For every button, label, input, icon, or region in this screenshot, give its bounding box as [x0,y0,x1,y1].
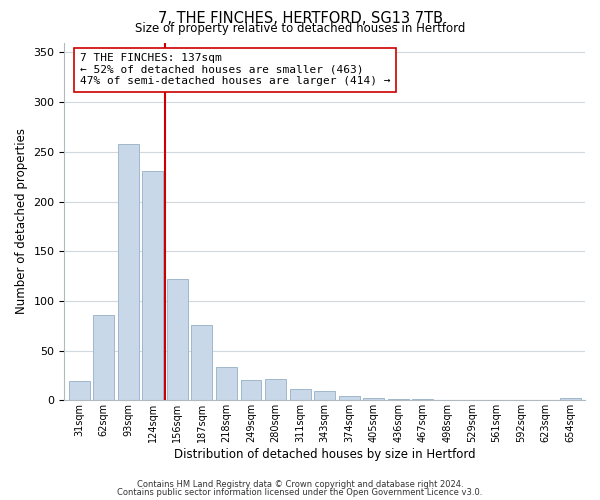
Bar [167,279,188,400]
Bar [290,390,311,400]
Bar [314,392,335,400]
Bar [142,170,163,400]
Text: 7 THE FINCHES: 137sqm
← 52% of detached houses are smaller (463)
47% of semi-det: 7 THE FINCHES: 137sqm ← 52% of detached … [80,53,391,86]
Bar [69,382,89,400]
Bar [560,398,581,400]
Bar [191,325,212,400]
Bar [118,144,139,401]
Text: Size of property relative to detached houses in Hertford: Size of property relative to detached ho… [135,22,465,35]
Text: Contains HM Land Registry data © Crown copyright and database right 2024.: Contains HM Land Registry data © Crown c… [137,480,463,489]
Bar [265,380,286,400]
X-axis label: Distribution of detached houses by size in Hertford: Distribution of detached houses by size … [174,448,476,461]
Bar [339,396,359,400]
Bar [93,315,114,400]
Text: 7, THE FINCHES, HERTFORD, SG13 7TB: 7, THE FINCHES, HERTFORD, SG13 7TB [157,11,443,26]
Y-axis label: Number of detached properties: Number of detached properties [15,128,28,314]
Bar [241,380,262,400]
Text: Contains public sector information licensed under the Open Government Licence v3: Contains public sector information licen… [118,488,482,497]
Bar [364,398,384,400]
Bar [216,368,237,400]
